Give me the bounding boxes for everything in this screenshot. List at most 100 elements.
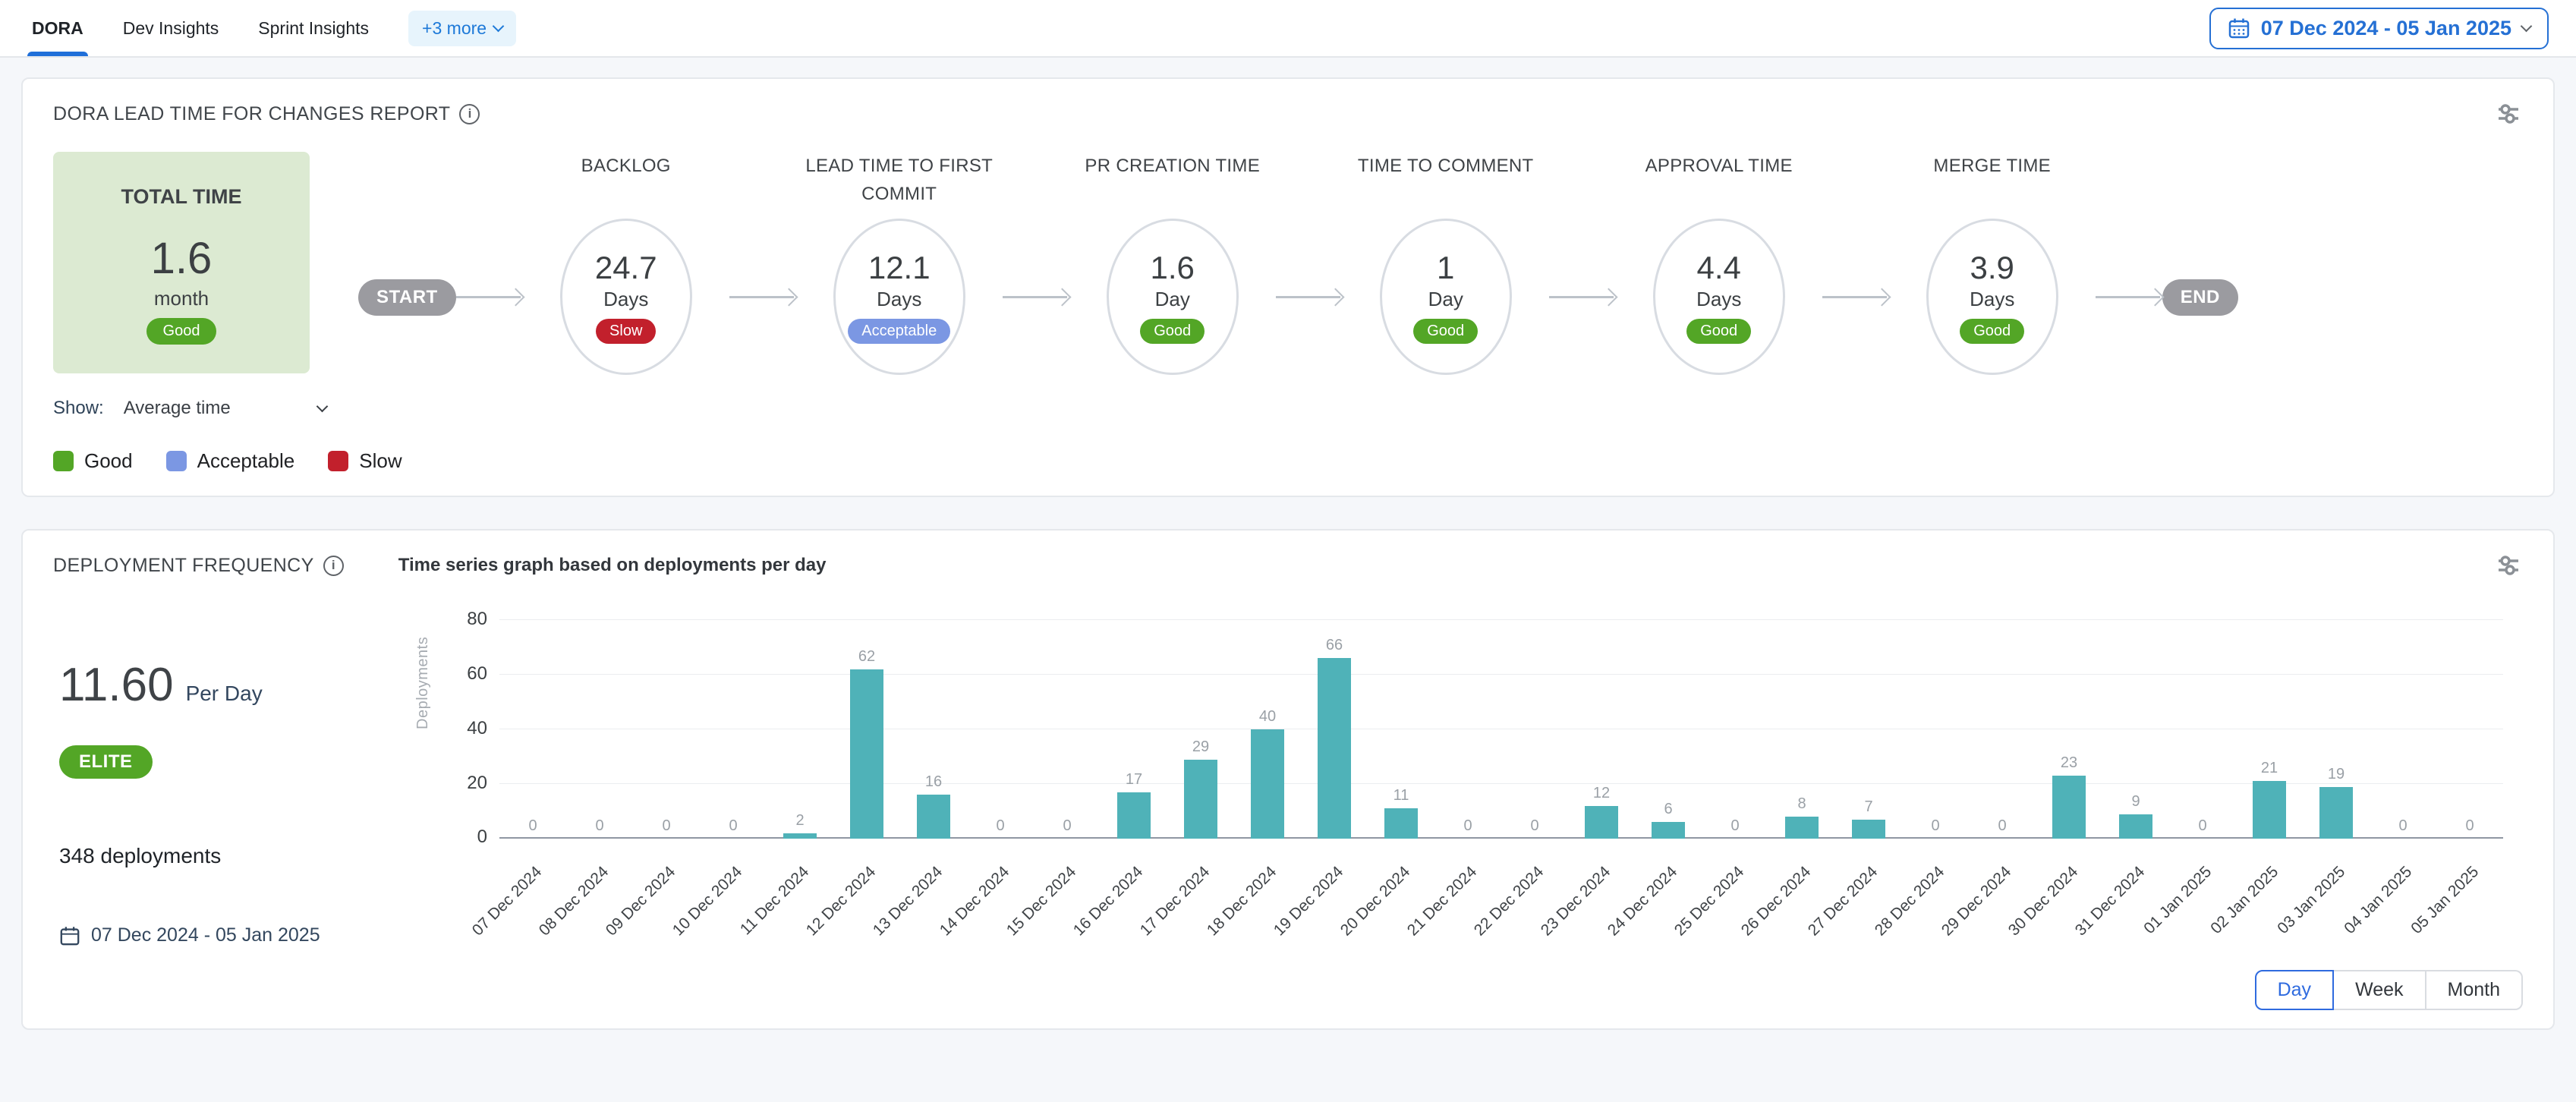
- y-axis-tick: 60: [467, 663, 487, 685]
- bar: [1117, 792, 1151, 839]
- flow-stage-merge-time: MERGE TIME3.9DaysGood: [1889, 152, 2096, 375]
- stage-value: 24.7: [595, 250, 657, 286]
- date-range-picker[interactable]: 07 Dec 2024 - 05 Jan 2025: [2209, 8, 2549, 49]
- bar-value-label: 0: [2398, 817, 2407, 835]
- stage-value: 12.1: [868, 250, 931, 286]
- filter-settings-icon[interactable]: [2494, 102, 2523, 126]
- toggle-week-button[interactable]: Week: [2334, 970, 2426, 1010]
- stage-unit: Day: [1428, 288, 1463, 311]
- bar-value-label: 17: [1126, 771, 1142, 789]
- bar-value-label: 0: [662, 817, 670, 835]
- bar-value-label: 0: [1530, 817, 1538, 835]
- stage-label: APPROVAL TIME: [1641, 152, 1797, 219]
- tab-sprint-insights[interactable]: Sprint Insights: [258, 0, 369, 56]
- x-axis-tick: 27 Dec 2024: [1805, 863, 1882, 940]
- flow-stage-approval-time: APPROVAL TIME4.4DaysGood: [1616, 152, 1822, 375]
- x-axis-tick: 30 Dec 2024: [2005, 863, 2082, 940]
- bar-value-label: 8: [1797, 795, 1806, 813]
- filter-settings-icon[interactable]: [2494, 553, 2523, 578]
- deployment-date-range-label: 07 Dec 2024 - 05 Jan 2025: [91, 924, 320, 946]
- slow-swatch: [328, 451, 348, 471]
- granularity-toggle: Day Week Month: [2255, 970, 2523, 1010]
- bar-value-label: 16: [925, 773, 942, 791]
- bar-column-23-dec-2024: 12: [1568, 620, 1635, 839]
- stage-circle: 24.7DaysSlow: [560, 219, 692, 375]
- bar-value-label: 9: [2131, 793, 2140, 811]
- bar: [2052, 776, 2086, 839]
- toggle-month-button[interactable]: Month: [2426, 970, 2523, 1010]
- y-axis-tick: 40: [467, 718, 487, 739]
- x-axis-tick: 05 Jan 2025: [2408, 863, 2483, 938]
- x-axis-tick: 01 Jan 2025: [2140, 863, 2215, 938]
- x-axis-tick: 08 Dec 2024: [536, 863, 613, 940]
- y-axis-tick: 80: [467, 609, 487, 630]
- stage-circle: 12.1DaysAcceptable: [833, 219, 965, 375]
- date-range-label: 07 Dec 2024 - 05 Jan 2025: [2261, 17, 2511, 40]
- flow-arrow: [2096, 287, 2162, 307]
- deployment-stats: 11.60 Per Day ELITE 348 deployments 07 D…: [53, 585, 410, 1010]
- flow-stage-pr-creation-time: PR CREATION TIME1.6DayGood: [1069, 152, 1276, 375]
- deployment-card-title: DEPLOYMENT FREQUENCY: [53, 555, 314, 577]
- deployments-bar-chart: Deployments 0204060800000262160017294066…: [410, 585, 2523, 1010]
- bar-value-label: 21: [2261, 760, 2278, 777]
- bar: [1184, 760, 1217, 839]
- bar: [2119, 814, 2152, 839]
- bar: [1251, 729, 1284, 839]
- x-axis-tick: 29 Dec 2024: [1938, 863, 2015, 940]
- deployment-date-range: 07 Dec 2024 - 05 Jan 2025: [59, 924, 410, 946]
- info-icon[interactable]: i: [459, 104, 480, 124]
- total-time-label: TOTAL TIME: [121, 185, 242, 209]
- bar-value-label: 19: [2328, 766, 2345, 783]
- bar-column-30-dec-2024: 23: [2036, 620, 2102, 839]
- x-axis-tick: 22 Dec 2024: [1471, 863, 1548, 940]
- bar-column-04-jan-2025: 0: [2370, 620, 2436, 839]
- bar: [783, 833, 817, 839]
- stage-unit: Days: [1970, 288, 2014, 311]
- info-icon[interactable]: i: [323, 556, 344, 576]
- tab-dora[interactable]: DORA: [32, 0, 83, 56]
- stage-rating-badge: Good: [1413, 319, 1478, 344]
- bar-column-22-dec-2024: 0: [1501, 620, 1568, 839]
- bar-value-label: 0: [1730, 817, 1739, 835]
- stage-rating-badge: Good: [1140, 319, 1205, 344]
- bar-column-20-dec-2024: 11: [1368, 620, 1434, 839]
- stage-label: LEAD TIME TO FIRST COMMIT: [796, 152, 1003, 219]
- deployment-rate-value: 11.60: [59, 658, 174, 712]
- show-label: Show:: [53, 398, 104, 419]
- show-metric-dropdown[interactable]: Show: Average time: [53, 398, 326, 419]
- y-axis-title: Deployments: [414, 637, 432, 729]
- bar-column-27-dec-2024: 7: [1835, 620, 1902, 839]
- bar: [2319, 787, 2353, 839]
- bar-value-label: 12: [1593, 785, 1610, 802]
- bar-value-label: 6: [1664, 801, 1672, 818]
- x-axis-tick: 14 Dec 2024: [937, 863, 1013, 940]
- plot-area: 0204060800000262160017294066110012608700…: [499, 620, 2503, 839]
- stage-value: 3.9: [1970, 250, 2014, 286]
- chevron-down-icon: [493, 20, 505, 32]
- bar-value-label: 0: [996, 817, 1004, 835]
- more-tabs-button[interactable]: +3 more: [408, 11, 516, 46]
- total-time-box: TOTAL TIME 1.6 month Good: [53, 152, 310, 373]
- stage-unit: Days: [1696, 288, 1741, 311]
- bar-column-13-dec-2024: 16: [900, 620, 967, 839]
- legend-item-slow: Slow: [328, 449, 402, 473]
- stage-unit: Days: [603, 288, 648, 311]
- bar-value-label: 0: [528, 817, 537, 835]
- flow-stage-lead-time-to-first-commit: LEAD TIME TO FIRST COMMIT12.1DaysAccepta…: [796, 152, 1003, 375]
- flow-stage-time-to-comment: TIME TO COMMENT1DayGood: [1343, 152, 1549, 375]
- bar: [1585, 806, 1618, 839]
- tab-dev-insights[interactable]: Dev Insights: [123, 0, 219, 56]
- y-axis-tick: 0: [477, 826, 487, 848]
- total-time-rating-badge: Good: [146, 318, 217, 345]
- performance-tier-badge: ELITE: [59, 745, 153, 779]
- stage-circle: 4.4DaysGood: [1653, 219, 1785, 375]
- bar-column-05-jan-2025: 0: [2436, 620, 2503, 839]
- legend-label: Slow: [359, 449, 402, 473]
- toggle-day-button[interactable]: Day: [2255, 970, 2334, 1010]
- stage-value: 1.6: [1151, 250, 1195, 286]
- x-axis-labels: 07 Dec 202408 Dec 202409 Dec 202410 Dec …: [499, 852, 2503, 974]
- bar-value-label: 2: [795, 812, 804, 830]
- acceptable-swatch: [166, 451, 187, 471]
- stage-unit: Days: [877, 288, 921, 311]
- bar-value-label: 29: [1192, 738, 1209, 756]
